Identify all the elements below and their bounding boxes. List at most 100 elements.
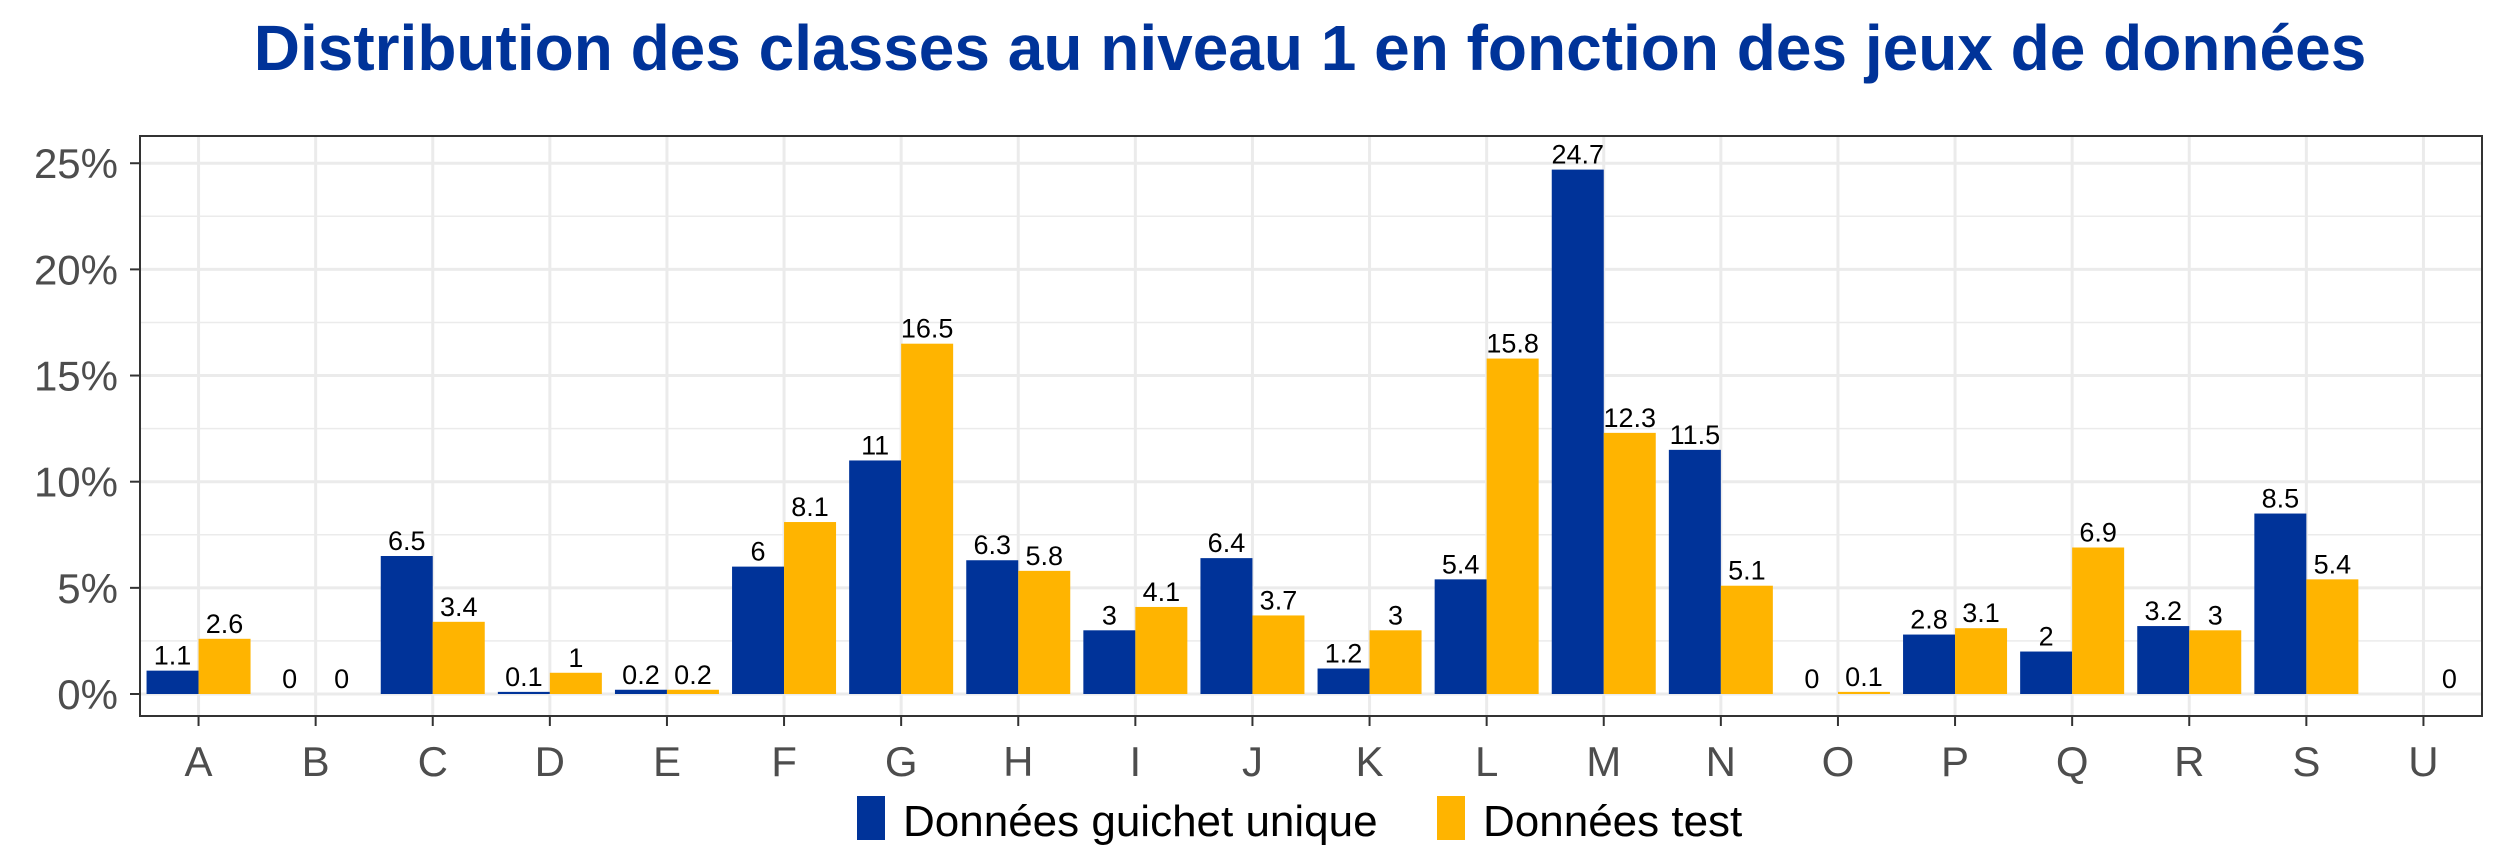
x-tick-label: S <box>2292 738 2320 785</box>
data-label: 2.8 <box>1910 605 1948 635</box>
bar-test-J <box>1252 615 1305 694</box>
data-label: 4.1 <box>1143 577 1181 607</box>
bar-guichet-S <box>2254 513 2307 694</box>
bar-guichet-F <box>732 566 785 694</box>
y-tick-label: 20% <box>34 246 118 293</box>
data-label: 3 <box>1102 600 1117 630</box>
bar-test-L <box>1486 358 1539 694</box>
bar-test-R <box>2189 630 2242 694</box>
bar-guichet-N <box>1668 449 1721 694</box>
bar-guichet-E <box>614 689 667 694</box>
data-label: 0 <box>2442 664 2457 694</box>
data-label: 0 <box>282 664 297 694</box>
x-tick-label: J <box>1242 738 1263 785</box>
bar-test-I <box>1135 606 1188 694</box>
bar-test-N <box>1720 585 1773 694</box>
x-tick-label: I <box>1130 738 1142 785</box>
bar-test-C <box>432 621 485 694</box>
data-label: 6 <box>751 537 766 567</box>
bar-guichet-D <box>497 691 550 694</box>
bar-guichet-Q <box>2020 651 2073 694</box>
y-tick-label: 5% <box>57 565 118 612</box>
data-label: 5.4 <box>2314 549 2352 579</box>
x-tick-label: K <box>1356 738 1384 785</box>
bar-test-P <box>1955 628 2008 694</box>
data-label: 3.1 <box>1962 598 2000 628</box>
data-label: 6.3 <box>973 530 1011 560</box>
x-tick-label: H <box>1003 738 1033 785</box>
data-label: 16.5 <box>901 314 954 344</box>
bar-guichet-I <box>1083 630 1136 694</box>
data-labels: 1.1 0 6.5 0.1 0.2 6 11 6.3 3 6.4 1.2 5.4 24.7 11.5 0 2.… <box>154 140 2457 694</box>
x-tick-label: E <box>653 738 681 785</box>
x-tick-label: U <box>2408 738 2438 785</box>
legend: Données guichet unique Données test <box>857 796 1742 846</box>
data-label: 2.6 <box>206 609 244 639</box>
bar-guichet-P <box>1903 634 1956 694</box>
data-label: 0.1 <box>1845 662 1883 692</box>
data-label: 24.7 <box>1551 140 1604 170</box>
grid <box>140 136 2482 716</box>
data-label: 3 <box>2208 600 2223 630</box>
data-label: 0.2 <box>674 660 712 690</box>
y-tick-label: 15% <box>34 353 118 400</box>
bar-test-A <box>198 638 251 694</box>
bar-test-G <box>901 343 954 694</box>
x-tick-label: R <box>2174 738 2204 785</box>
data-label: 5.8 <box>1025 541 1063 571</box>
x-tick-label: M <box>1586 738 1621 785</box>
data-label: 1.1 <box>154 641 192 671</box>
data-label: 0 <box>334 664 349 694</box>
data-label: 0 <box>1804 664 1819 694</box>
data-label: 3.4 <box>440 592 478 622</box>
data-label: 6.5 <box>388 526 426 556</box>
bar-test-M <box>1603 432 1656 694</box>
x-tick-label: D <box>535 738 565 785</box>
bars <box>146 169 2359 695</box>
data-label: 3.2 <box>2144 596 2182 626</box>
y-tick-label: 0% <box>57 671 118 718</box>
data-label: 15.8 <box>1486 329 1539 359</box>
bar-test-Q <box>2072 547 2125 694</box>
data-label: 12.3 <box>1603 403 1656 433</box>
x-tick-label: N <box>1706 738 1736 785</box>
data-label: 6.9 <box>2079 518 2117 548</box>
bar-guichet-L <box>1434 579 1487 694</box>
data-label: 8.5 <box>2262 484 2300 514</box>
data-label: 5.1 <box>1728 556 1766 586</box>
bar-test-D <box>549 672 602 694</box>
bar-guichet-A <box>146 670 199 694</box>
x-tick-label: P <box>1941 738 1969 785</box>
bar-test-H <box>1018 570 1071 694</box>
data-label: 1 <box>568 643 583 673</box>
data-label: 6.4 <box>1208 528 1246 558</box>
x-tick-label: Q <box>2056 738 2089 785</box>
data-label: 3.7 <box>1260 585 1298 615</box>
x-tick-label: F <box>771 738 797 785</box>
data-label: 5.4 <box>1442 549 1480 579</box>
legend-label: Données test <box>1483 797 1742 846</box>
bar-test-S <box>2306 579 2359 694</box>
bar-guichet-J <box>1200 558 1253 694</box>
bar-test-K <box>1369 630 1422 694</box>
x-tick-label: G <box>885 738 918 785</box>
data-label: 2 <box>2039 622 2054 652</box>
bar-guichet-R <box>2137 626 2190 694</box>
x-tick-label: C <box>418 738 448 785</box>
y-tick-label: 10% <box>34 459 118 506</box>
x-tick-label: O <box>1822 738 1855 785</box>
data-label: 11 <box>861 430 889 460</box>
x-tick-label: B <box>302 738 330 785</box>
plot-panel-border <box>139 135 2483 717</box>
bar-guichet-H <box>966 560 1019 694</box>
data-label: 1.2 <box>1325 639 1363 669</box>
bar-guichet-K <box>1317 668 1370 694</box>
bar-test-F <box>784 522 837 694</box>
data-label: 3 <box>1388 600 1403 630</box>
bar-guichet-M <box>1551 169 1604 695</box>
data-label: 8.1 <box>791 492 829 522</box>
legend-swatch <box>1437 796 1465 840</box>
bar-test-E <box>666 689 719 694</box>
